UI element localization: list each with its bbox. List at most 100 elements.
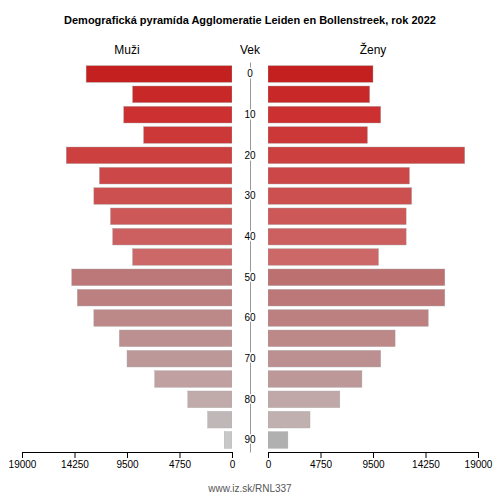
bar <box>77 289 232 306</box>
bar <box>268 188 412 205</box>
bar <box>124 106 232 123</box>
tick-label: 30 <box>244 190 256 201</box>
tick-label: 90 <box>244 434 256 445</box>
tick: 19000 <box>9 452 37 470</box>
bar <box>268 249 379 266</box>
bar <box>113 228 232 245</box>
bar <box>86 66 232 83</box>
bar <box>268 66 373 83</box>
tick-mark <box>75 452 76 458</box>
tick: 14250 <box>412 452 440 470</box>
tick: 10 <box>244 109 256 120</box>
tick: 4750 <box>310 452 333 470</box>
bar <box>268 289 445 306</box>
axis-title: Vek <box>240 43 261 57</box>
panel-title: Ženy <box>360 42 387 57</box>
x-axis-right: 0 4750 9500 14250 19000 <box>266 452 493 470</box>
x-axis-left: 0 4750 9500 14250 19000 <box>9 452 236 470</box>
bar <box>72 269 232 286</box>
tick: 90 <box>244 434 256 445</box>
tick-label: 0 <box>247 68 253 79</box>
bar <box>119 330 232 347</box>
bar <box>127 350 232 367</box>
axis-line <box>269 453 479 459</box>
bar <box>208 411 232 428</box>
tick-mark <box>373 452 374 458</box>
tick-label: 40 <box>244 231 256 242</box>
tick-label: 14250 <box>61 459 89 470</box>
bar <box>268 127 367 144</box>
tick: 9500 <box>116 452 139 470</box>
bar <box>268 106 381 123</box>
bar <box>133 249 232 266</box>
bar <box>268 371 362 388</box>
tick-mark <box>321 452 322 458</box>
bar <box>155 371 232 388</box>
bar <box>94 310 232 327</box>
tick: 20 <box>244 150 256 161</box>
tick: 0 <box>266 452 272 470</box>
tick-label: 4750 <box>169 459 192 470</box>
bar <box>188 391 232 408</box>
bar <box>110 208 232 225</box>
bar <box>268 228 406 245</box>
tick-label: 9500 <box>116 459 139 470</box>
bar <box>99 167 232 184</box>
bars-left <box>66 66 232 449</box>
chart: 0 4750 9500 14250 19000 0 4750 9500 14250 19000 90… <box>0 0 500 500</box>
bar <box>268 310 428 327</box>
tick-label: 10 <box>244 109 256 120</box>
bar <box>268 330 395 347</box>
bar <box>268 147 465 164</box>
tick: 60 <box>244 312 256 323</box>
tick: 4750 <box>169 452 192 470</box>
tick-mark <box>232 452 233 458</box>
axis-line <box>23 453 233 459</box>
tick: 30 <box>244 190 256 201</box>
bar <box>268 86 370 103</box>
tick-mark <box>268 452 269 458</box>
bar <box>268 208 406 225</box>
tick-label: 70 <box>244 353 256 364</box>
tick: 14250 <box>61 452 89 470</box>
tick-mark <box>22 452 23 458</box>
tick-label: 19000 <box>9 459 37 470</box>
bar <box>268 167 409 184</box>
bar <box>268 269 445 286</box>
tick: 19000 <box>465 452 493 470</box>
tick-label: 0 <box>230 459 236 470</box>
bar <box>133 86 232 103</box>
bars-right <box>268 66 465 449</box>
tick-label: 14250 <box>412 459 440 470</box>
tick-label: 9500 <box>362 459 385 470</box>
tick-label: 80 <box>244 394 256 405</box>
tick: 80 <box>244 394 256 405</box>
bar <box>268 350 381 367</box>
tick: 0 <box>230 452 236 470</box>
panel-title: Muži <box>114 43 139 57</box>
bar <box>94 188 232 205</box>
tick-mark <box>180 452 181 458</box>
tick-label: 20 <box>244 150 256 161</box>
tick-mark <box>127 452 128 458</box>
bar <box>224 432 232 449</box>
tick: 70 <box>244 353 256 364</box>
bar <box>268 411 310 428</box>
tick-mark <box>426 452 427 458</box>
bar <box>268 432 288 449</box>
tick-mark <box>478 452 479 458</box>
tick-label: 60 <box>244 312 256 323</box>
title: Demografická pyramída Agglomeratie Leide… <box>64 14 436 26</box>
tick: 50 <box>244 272 256 283</box>
tick: 0 <box>247 68 253 79</box>
bar <box>144 127 232 144</box>
tick: 9500 <box>362 452 385 470</box>
tick-label: 50 <box>244 272 256 283</box>
age-axis: 90 80 70 60 50 40 30 20 10 0 <box>244 63 256 453</box>
tick-label: 4750 <box>310 459 333 470</box>
tick-label: 19000 <box>465 459 493 470</box>
footer: www.iz.sk/RNL337 <box>207 483 292 494</box>
tick: 40 <box>244 231 256 242</box>
tick-label: 0 <box>266 459 272 470</box>
bar <box>268 391 340 408</box>
